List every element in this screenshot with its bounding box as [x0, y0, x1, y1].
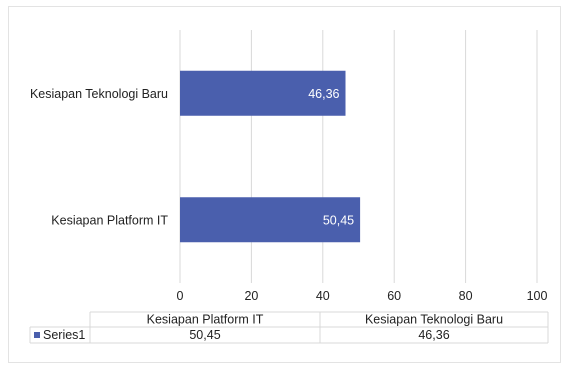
table-cell: 46,36	[418, 328, 449, 342]
data-label: 50,45	[323, 213, 354, 227]
x-tick-label: 0	[177, 289, 184, 303]
chart-frame	[8, 6, 561, 363]
data-label: 46,36	[308, 87, 339, 101]
labels: 0 20 40 60 80 100 50,45 Kesiapan Platform IT 46,…	[30, 87, 548, 303]
gridlines	[179, 30, 538, 283]
bar	[180, 70, 346, 116]
category-label: Kesiapan Platform IT	[51, 213, 168, 227]
table-header: Kesiapan Teknologi Baru	[365, 313, 503, 327]
table-header: Kesiapan Platform IT	[147, 313, 264, 327]
x-tick-label: 40	[316, 289, 330, 303]
x-tick-label: 20	[244, 289, 258, 303]
category-label: Kesiapan Teknologi Baru	[30, 87, 168, 101]
x-tick-label: 100	[527, 289, 548, 303]
series-name: Series1	[43, 328, 85, 342]
x-tick-label: 80	[459, 289, 473, 303]
table-cell: 50,45	[189, 328, 220, 342]
bars	[180, 70, 361, 243]
bar	[180, 197, 361, 243]
x-tick-label: 60	[387, 289, 401, 303]
legend-key	[34, 332, 40, 338]
